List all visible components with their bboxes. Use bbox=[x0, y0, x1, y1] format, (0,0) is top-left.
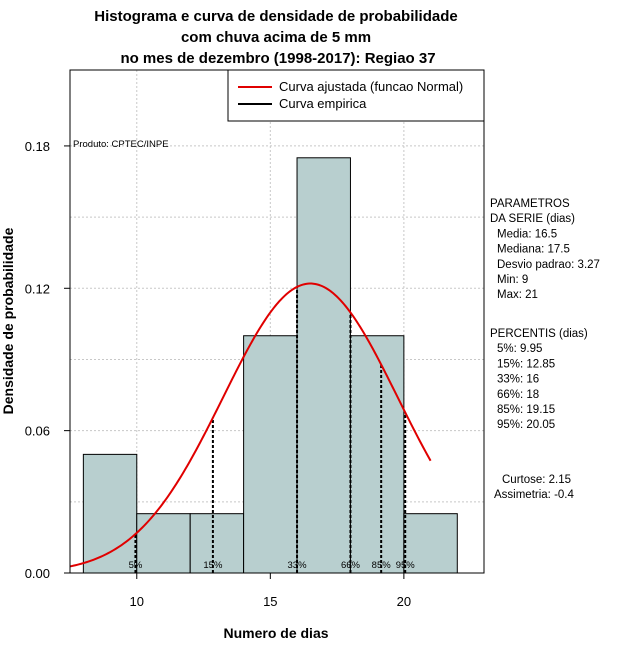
y-tick-label: 0.18 bbox=[25, 139, 50, 154]
percentile-label: 66% bbox=[341, 560, 361, 571]
percentile-label: 15% bbox=[203, 560, 223, 571]
skewness-text: Assimetria: -0.4 bbox=[494, 489, 574, 501]
percentile-line-text: 95%: 20.05 bbox=[497, 419, 555, 431]
product-annotation: Produto: CPTEC/INPE bbox=[73, 139, 169, 150]
percentile-line-text: 85%: 19.15 bbox=[497, 404, 555, 416]
x-tick-label: 15 bbox=[263, 594, 277, 609]
histogram-bar bbox=[82, 453, 138, 574]
parameter-line: Mediana: 17.5 bbox=[497, 244, 570, 256]
parameter-line: Desvio padrao: 3.27 bbox=[497, 259, 600, 271]
histogram-bar bbox=[189, 513, 245, 574]
axis-ticks: 10 15 20 0.00 0.06 0.12 0.18 bbox=[25, 139, 411, 609]
percentiles-panel: PERCENTIS (dias) 5%: 9.95 15%: 12.85 33%: 1… bbox=[490, 328, 588, 431]
y-tick-label: 0.06 bbox=[25, 424, 50, 439]
legend-label-empirical: Curva empirica bbox=[279, 96, 367, 111]
percentile-line-text: 66%: 18 bbox=[497, 389, 539, 401]
parameter-line: Max: 21 bbox=[497, 289, 538, 301]
normal-curve bbox=[69, 282, 432, 568]
x-axis-label: Numero de dias bbox=[223, 625, 328, 641]
histogram-bar bbox=[243, 335, 298, 574]
fitted-normal-curve bbox=[69, 282, 432, 568]
percentile-label: 85% bbox=[372, 560, 392, 571]
chart-title: Histograma e curva de densidade de proba… bbox=[94, 8, 457, 67]
histogram-bars bbox=[82, 157, 458, 574]
parameter-line: DA SERIE (dias) bbox=[490, 213, 575, 225]
title-line: no mes de dezembro (1998-2017): Regiao 3… bbox=[120, 50, 435, 67]
y-tick-label: 0.12 bbox=[25, 281, 50, 296]
kurtosis-text: Curtose: 2.15 bbox=[502, 474, 571, 486]
legend-label-fitted: Curva ajustada (funcao Normal) bbox=[279, 79, 463, 94]
y-axis-label: Densidade de probabilidade bbox=[0, 227, 16, 414]
title-line: com chuva acima de 5 mm bbox=[181, 29, 371, 46]
x-tick-label: 20 bbox=[397, 594, 411, 609]
legend: Curva ajustada (funcao Normal) Curva emp… bbox=[227, 69, 485, 122]
percentile-label: 95% bbox=[396, 560, 416, 571]
title-line: Histograma e curva de densidade de proba… bbox=[94, 8, 457, 25]
histogram-bar bbox=[403, 513, 458, 574]
parameter-line: PARAMETROS bbox=[490, 198, 570, 210]
histogram-bar bbox=[136, 513, 191, 574]
percentile-line-text: PERCENTIS (dias) bbox=[490, 328, 588, 340]
histogram-bar bbox=[296, 157, 351, 574]
percentile-label: 5% bbox=[129, 560, 143, 571]
percentile-lines: 5% 15% 33% 66% 85% 95% bbox=[129, 286, 416, 573]
y-tick-label: 0.00 bbox=[25, 566, 50, 581]
percentile-line-text: 5%: 9.95 bbox=[497, 343, 542, 355]
legend-box bbox=[227, 69, 485, 122]
percentile-line-text: 15%: 12.85 bbox=[497, 358, 555, 370]
parameter-line: Media: 16.5 bbox=[497, 228, 557, 240]
series-parameters: PARAMETROS DA SERIE (dias) Media: 16.5 Medi… bbox=[490, 198, 600, 301]
x-tick-label: 10 bbox=[130, 594, 144, 609]
percentile-line-text: 33%: 16 bbox=[497, 374, 539, 386]
parameter-line: Min: 9 bbox=[497, 274, 528, 286]
percentile-label: 33% bbox=[288, 560, 308, 571]
histogram-bar bbox=[349, 335, 405, 574]
